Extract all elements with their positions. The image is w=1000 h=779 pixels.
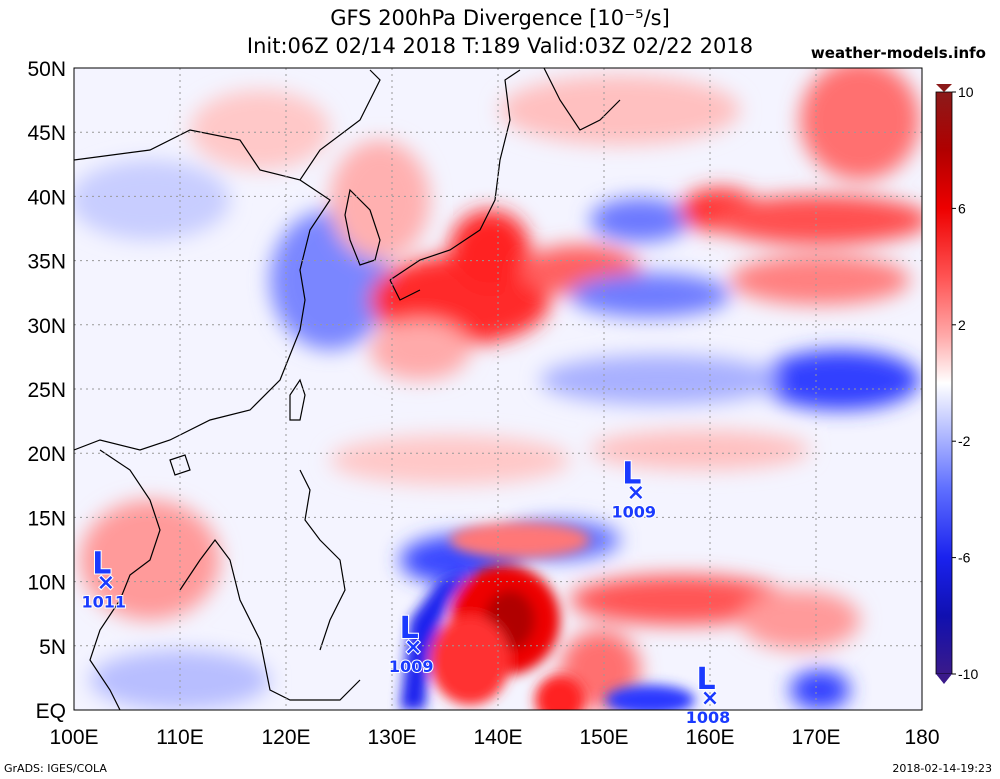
- lat-tick-label: 30N: [27, 315, 66, 338]
- lon-tick-label: 150E: [579, 726, 628, 749]
- colorbar-label: 6: [958, 200, 966, 216]
- lon-tick-label: 160E: [685, 726, 734, 749]
- low-center-x: ×: [97, 571, 115, 596]
- low-marker: L×1008: [685, 661, 732, 728]
- low-marker: L×1009: [388, 610, 435, 677]
- lat-tick-label: 5N: [39, 636, 66, 659]
- lon-tick-label: 100E: [49, 726, 98, 749]
- low-pressure-value: 1008: [686, 708, 731, 727]
- low-letter: L: [622, 457, 641, 492]
- lon-tick-label: 180: [904, 726, 939, 749]
- low-letter: L: [400, 611, 419, 646]
- lat-tick-label: EQ: [36, 700, 66, 723]
- lon-tick-label: 120E: [261, 726, 310, 749]
- coastlines: [74, 68, 621, 710]
- chart-subtitle: Init:06Z 02/14 2018 T:189 Valid:03Z 02/2…: [246, 34, 754, 58]
- colorbar-label: -2: [958, 433, 971, 449]
- colorbar-label: -10: [958, 666, 978, 682]
- low-pressure-value: 1009: [612, 503, 657, 522]
- low-center-x: ×: [627, 481, 645, 506]
- low-pressure-value: 1011: [82, 593, 127, 612]
- footer-timestamp: 2018-02-14-19:23: [892, 762, 992, 775]
- low-center-x: ×: [404, 635, 422, 660]
- lat-tick-label: 15N: [27, 507, 66, 530]
- site-label: weather-models.info: [810, 44, 986, 62]
- low-pressure-value: 1009: [389, 657, 434, 676]
- colorbar: 10 6 2 -2 -6 -10: [935, 84, 978, 684]
- lat-tick-label: 35N: [27, 251, 66, 274]
- lon-tick-label: 170E: [791, 726, 840, 749]
- lat-tick-label: 20N: [27, 443, 66, 466]
- low-letter: L: [696, 662, 715, 697]
- grid-lines: [74, 68, 922, 710]
- lat-tick-label: 25N: [27, 379, 66, 402]
- lat-tick-label: 45N: [27, 122, 66, 145]
- low-center-x: ×: [701, 686, 719, 711]
- colorbar-label: -6: [958, 550, 971, 566]
- lat-tick-label: 50N: [27, 58, 66, 81]
- lat-tick-label: 40N: [27, 186, 66, 209]
- lon-tick-label: 110E: [156, 726, 204, 749]
- colorbar-label: 10: [958, 84, 974, 100]
- low-marker: L×1011: [81, 546, 128, 613]
- chart-title: GFS 200hPa Divergence [10⁻⁵/s]: [330, 6, 670, 30]
- lat-axis: 50N 45N 40N 35N 30N 25N 20N 15N 10N 5N EQ: [27, 58, 66, 723]
- low-marker: L×1009: [611, 456, 658, 523]
- lon-tick-label: 140E: [473, 726, 522, 749]
- lat-tick-label: 10N: [27, 572, 66, 595]
- lon-axis: 100E 110E 120E 130E 140E 150E 160E 170E 180: [49, 726, 939, 749]
- footer-credit: GrADS: IGES/COLA: [4, 762, 107, 775]
- low-letter: L: [92, 547, 111, 582]
- colorbar-label: 2: [958, 317, 966, 333]
- plot-border: [73, 67, 923, 711]
- lon-tick-label: 130E: [367, 726, 416, 749]
